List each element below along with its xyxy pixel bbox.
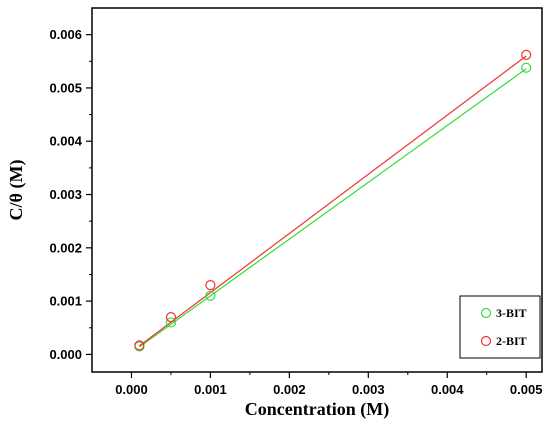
y-axis-title: C/θ (M) — [6, 160, 27, 221]
y-tick-label: 0.000 — [49, 347, 82, 362]
data-point-2-bit — [205, 280, 216, 291]
y-tick-label: 0.006 — [49, 27, 82, 42]
data-point-3-bit — [205, 290, 216, 301]
legend-box — [459, 295, 541, 359]
x-tick-label: 0.002 — [273, 382, 306, 397]
x-tick-label: 0.001 — [194, 382, 227, 397]
data-point-2-bit — [134, 340, 145, 351]
data-point-3-bit — [165, 317, 177, 328]
x-axis-ticks: 0.000 0.001 0.002 0.003 0.004 0.005 — [115, 372, 542, 397]
fit-line-2-bit — [139, 55, 527, 347]
legend-label-2-bit: 2-BIT — [496, 334, 527, 348]
fit-lines — [139, 55, 527, 348]
y-tick-label: 0.004 — [49, 134, 82, 149]
data-point-2-bit — [521, 49, 532, 60]
legend: 3-BIT 2-BIT — [459, 295, 541, 359]
x-tick-label: 0.003 — [352, 382, 385, 397]
y-tick-label: 0.005 — [49, 80, 82, 95]
data-points — [134, 49, 532, 352]
y-axis-ticks: 0.000 0.001 0.002 0.003 0.004 0.005 0.006 — [49, 27, 92, 362]
legend-marker-2-bit — [480, 335, 492, 347]
x-tick-label: 0.004 — [431, 382, 464, 397]
y-tick-label: 0.002 — [49, 240, 82, 255]
x-axis-title: Concentration (M) — [245, 399, 389, 420]
y-tick-label: 0.003 — [49, 187, 82, 202]
plot-frame — [91, 7, 543, 373]
data-point-3-bit — [521, 62, 532, 73]
fit-line-3-bit — [139, 68, 527, 348]
legend-marker-3-bit — [480, 307, 492, 319]
y-tick-label: 0.001 — [49, 294, 82, 309]
x-tick-label: 0.000 — [115, 382, 148, 397]
x-tick-label: 0.005 — [510, 382, 543, 397]
legend-label-3-bit: 3-BIT — [496, 306, 527, 320]
data-point-2-bit — [165, 312, 177, 323]
